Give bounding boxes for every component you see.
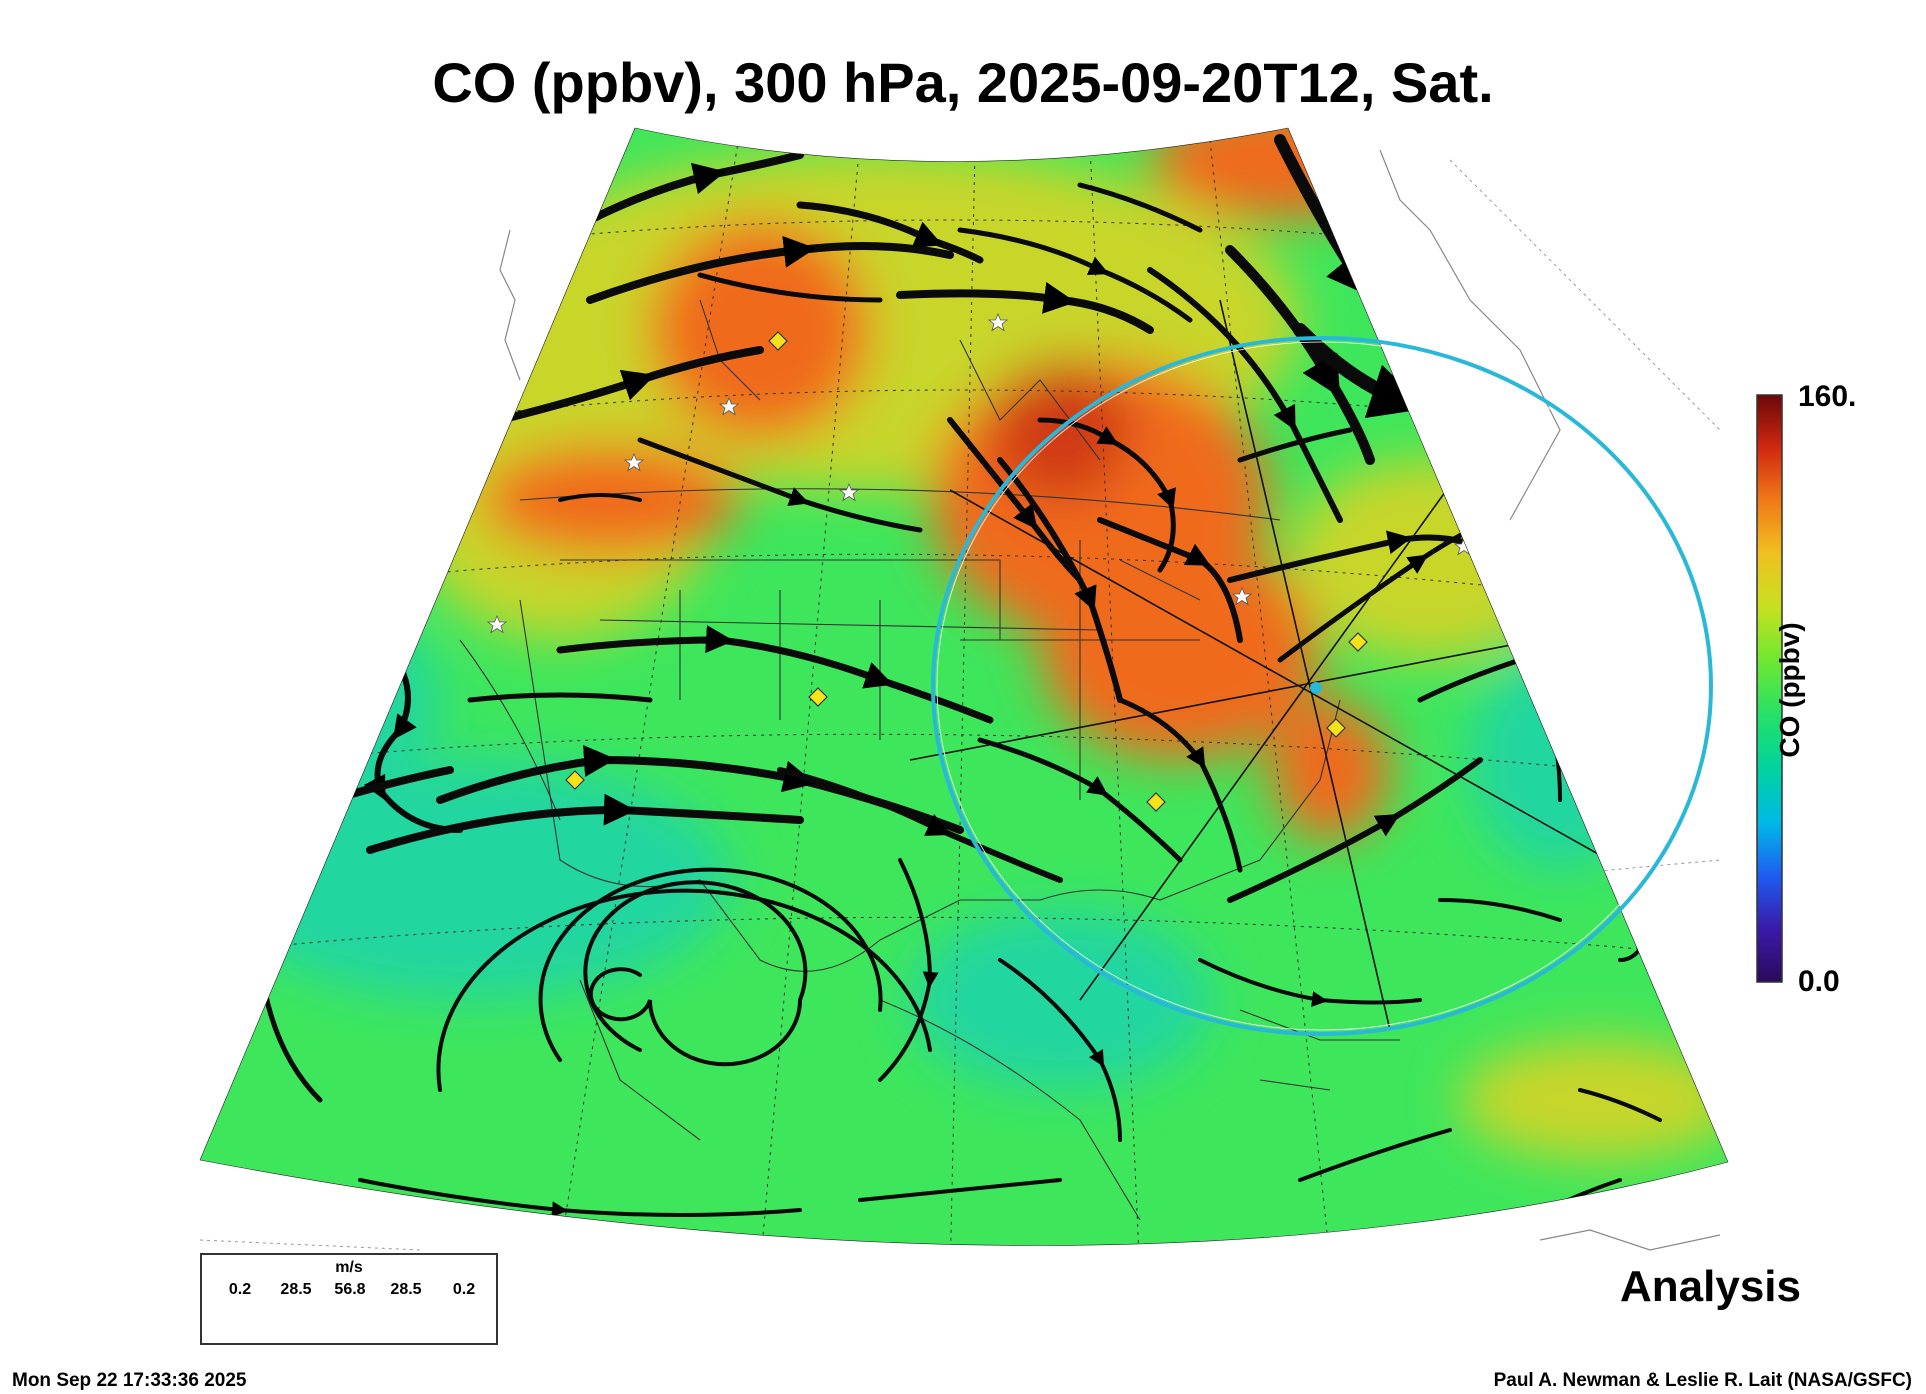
wind-legend-tick: 56.8 (334, 1281, 366, 1298)
graticule (229, 129, 1728, 1246)
wind-legend-tick: 0.2 (452, 1281, 476, 1298)
timestamp: Mon Sep 22 17:33:36 2025 (12, 1370, 247, 1391)
yellow-diamond-icon (1326, 718, 1346, 738)
yellow-diamond-icon (1348, 632, 1368, 652)
wind-legend-unit: m/s (335, 1259, 363, 1276)
map-boundary (199, 127, 1729, 1246)
wind-legend: m/s 0.2 28.5 56.8 28.5 0.2 (200, 1253, 498, 1345)
white-star-icon (838, 482, 860, 502)
wind-legend-tick: 28.5 (390, 1281, 422, 1298)
white-star-icon (718, 396, 740, 416)
markers (486, 312, 1475, 812)
wind-legend-tick: 28.5 (280, 1281, 312, 1298)
colorbar-title: CO (ppbv) (1774, 622, 1805, 758)
white-star-icon (623, 452, 645, 472)
outer-coastlines (499, 149, 1721, 1251)
wind-legend-tick: 0.2 (228, 1281, 252, 1298)
white-star-icon (1231, 586, 1253, 606)
colorbar-min-label: 0.0 (1798, 965, 1840, 998)
yellow-diamond-icon (808, 687, 828, 707)
white-star-icon (987, 312, 1009, 332)
yellow-diamond-icon (565, 770, 585, 790)
co-field (200, 128, 1728, 1246)
center-point-icon (1310, 682, 1322, 694)
analysis-label: Analysis (1620, 1262, 1801, 1311)
white-star-icon (486, 614, 508, 634)
yellow-diamond-icon (768, 331, 788, 351)
range-circle (931, 336, 1713, 1036)
credit: Paul A. Newman & Leslie R. Lait (NASA/GS… (1493, 1370, 1912, 1391)
colorbar-max-label: 160. (1798, 380, 1857, 413)
range-circle-inner (936, 341, 1708, 1031)
yellow-diamond-icon (1146, 792, 1166, 812)
plot-title: CO (ppbv), 300 hPa, 2025-09-20T12, Sat. (432, 51, 1494, 114)
colorbar (1756, 394, 1783, 983)
